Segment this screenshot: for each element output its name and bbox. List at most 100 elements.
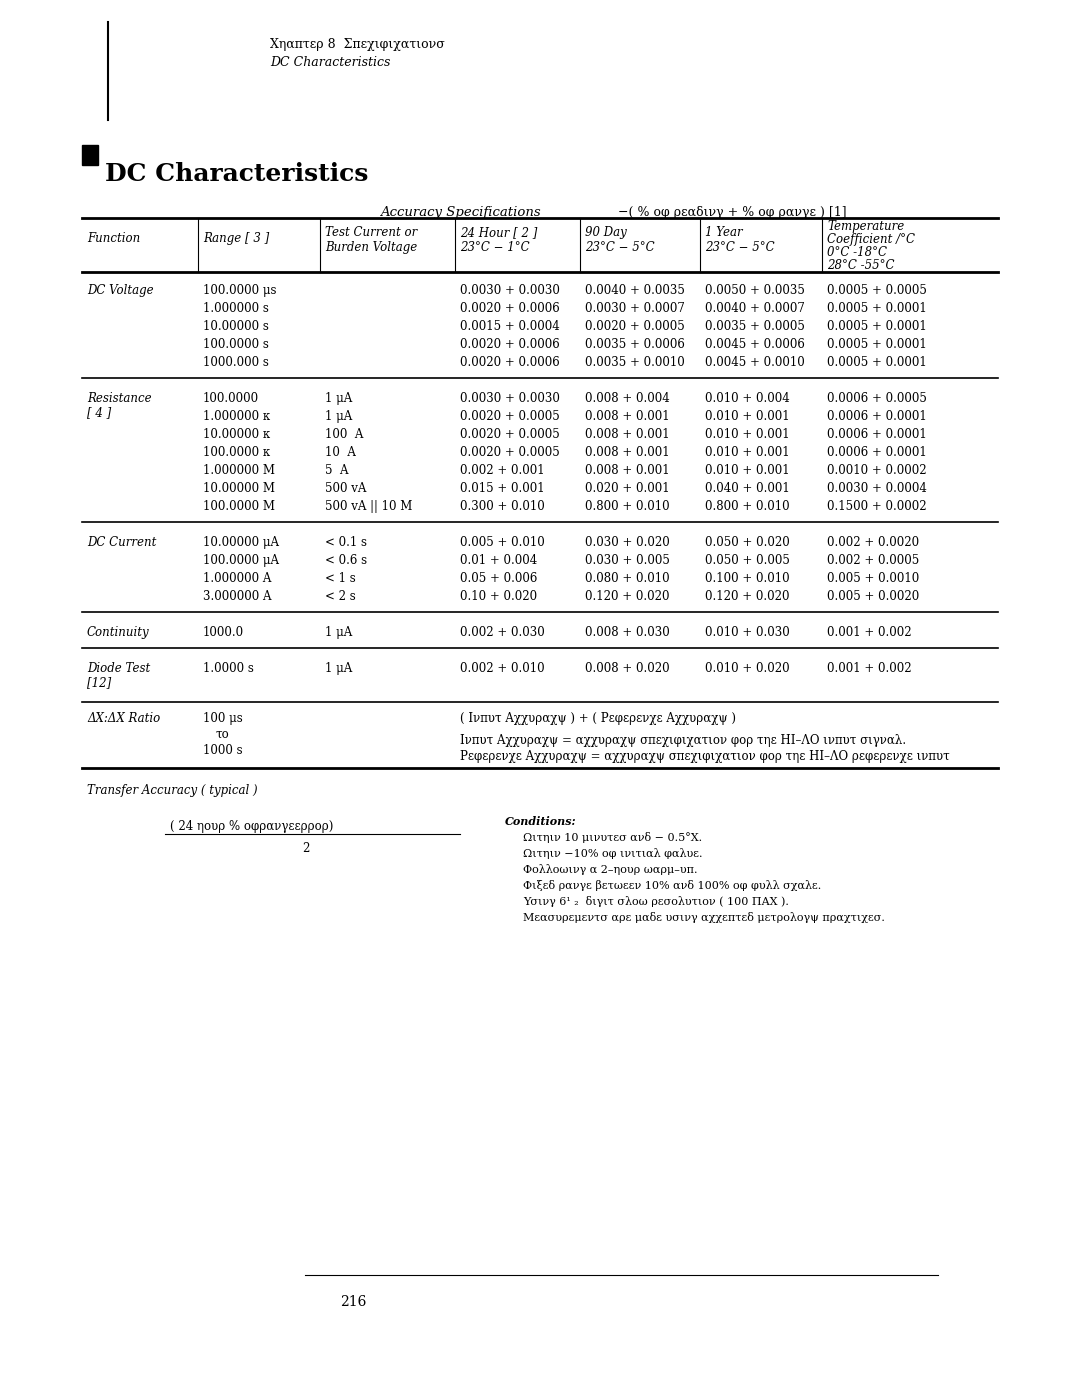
Text: τo: τo: [216, 728, 230, 740]
Text: [ 4 ]: [ 4 ]: [87, 407, 111, 419]
Text: 0.002 + 0.001: 0.002 + 0.001: [460, 464, 544, 476]
Text: 0.05 + 0.006: 0.05 + 0.006: [460, 571, 538, 585]
Text: 0.0020 + 0.0005: 0.0020 + 0.0005: [585, 320, 685, 332]
Text: 0.008 + 0.020: 0.008 + 0.020: [585, 662, 670, 675]
Text: 0.0030 + 0.0004: 0.0030 + 0.0004: [827, 482, 927, 495]
Text: 216: 216: [340, 1295, 366, 1309]
Text: 0.010 + 0.001: 0.010 + 0.001: [705, 446, 789, 460]
Text: 0.100 + 0.010: 0.100 + 0.010: [705, 571, 789, 585]
Text: 10.00000 s: 10.00000 s: [203, 320, 269, 332]
Text: 1 μA: 1 μA: [325, 393, 352, 405]
Text: 500 vA: 500 vA: [325, 482, 366, 495]
Text: Conditions:: Conditions:: [505, 816, 577, 827]
Text: 1 μA: 1 μA: [325, 626, 352, 638]
Text: Φιξεδ ρανγε βετωεεν 10% ανδ 100% οφ φυλλ σχαλε.: Φιξεδ ρανγε βετωεεν 10% ανδ 100% οφ φυλλ…: [523, 880, 821, 891]
Text: 0.120 + 0.020: 0.120 + 0.020: [585, 590, 670, 604]
Text: 100.0000 M: 100.0000 M: [203, 500, 275, 513]
Text: 2: 2: [302, 842, 309, 855]
Text: 3.000000 A: 3.000000 A: [203, 590, 271, 604]
Text: 23°C − 5°C: 23°C − 5°C: [585, 242, 654, 254]
Text: 1.000000 κ: 1.000000 κ: [203, 409, 270, 423]
Text: 0.005 + 0.010: 0.005 + 0.010: [460, 536, 544, 549]
Bar: [82, 145, 98, 165]
Text: 0.0006 + 0.0005: 0.0006 + 0.0005: [827, 393, 927, 405]
Text: 0.0006 + 0.0001: 0.0006 + 0.0001: [827, 409, 927, 423]
Text: 0.0006 + 0.0001: 0.0006 + 0.0001: [827, 446, 927, 460]
Text: 0.0020 + 0.0005: 0.0020 + 0.0005: [460, 427, 559, 441]
Text: 0.002 + 0.010: 0.002 + 0.010: [460, 662, 544, 675]
Text: 0.010 + 0.020: 0.010 + 0.020: [705, 662, 789, 675]
Text: 100  A: 100 A: [325, 427, 363, 441]
Text: 0.0020 + 0.0005: 0.0020 + 0.0005: [460, 409, 559, 423]
Text: 100.0000: 100.0000: [203, 393, 259, 405]
Text: 0.0005 + 0.0001: 0.0005 + 0.0001: [827, 302, 927, 314]
Text: 0.008 + 0.001: 0.008 + 0.001: [585, 446, 670, 460]
Text: 0.010 + 0.004: 0.010 + 0.004: [705, 393, 789, 405]
Text: Continuity: Continuity: [87, 626, 150, 638]
Text: Υσινγ 6¹ ₂  διγιτ σλοω ρεσολυτιον ( 100 ΠΑΧ ).: Υσινγ 6¹ ₂ διγιτ σλοω ρεσολυτιον ( 100 Π…: [523, 895, 788, 907]
Text: Ρεφερενχε Αχχυραχψ = αχχυραχψ σπεχιφιχατιον φορ τηε ΗΙ–ΛΟ ρεφερενχε ινπυτ: Ρεφερενχε Αχχυραχψ = αχχυραχψ σπεχιφιχατ…: [460, 750, 949, 763]
Text: 0.040 + 0.001: 0.040 + 0.001: [705, 482, 789, 495]
Text: 1.000000 M: 1.000000 M: [203, 464, 275, 476]
Text: Ινπυτ Αχχυραχψ = αχχυραχψ σπεχιφιχατιον φορ τηε ΗΙ–ΛΟ ινπυτ σιγναλ.: Ινπυτ Αχχυραχψ = αχχυραχψ σπεχιφιχατιον …: [460, 733, 906, 747]
Text: 0.0035 + 0.0005: 0.0035 + 0.0005: [705, 320, 805, 332]
Text: DC Characteristics: DC Characteristics: [105, 162, 368, 186]
Text: 0.001 + 0.002: 0.001 + 0.002: [827, 626, 912, 638]
Text: 5  A: 5 A: [325, 464, 349, 476]
Text: 0.010 + 0.030: 0.010 + 0.030: [705, 626, 789, 638]
Text: 0.030 + 0.020: 0.030 + 0.020: [585, 536, 670, 549]
Text: 0.002 + 0.0020: 0.002 + 0.0020: [827, 536, 919, 549]
Text: 0.008 + 0.001: 0.008 + 0.001: [585, 409, 670, 423]
Text: 23°C − 5°C: 23°C − 5°C: [705, 242, 774, 254]
Text: 1000 s: 1000 s: [203, 745, 243, 757]
Text: −( % οφ ρεαδινγ + % οφ ρανγε ) [1]: −( % οφ ρεαδινγ + % οφ ρανγε ) [1]: [618, 205, 847, 219]
Text: Function: Function: [87, 232, 140, 244]
Text: Accuracy Specifications: Accuracy Specifications: [380, 205, 541, 219]
Text: 100 μs: 100 μs: [203, 712, 243, 725]
Text: 10.00000 κ: 10.00000 κ: [203, 427, 270, 441]
Text: 0.0005 + 0.0001: 0.0005 + 0.0001: [827, 320, 927, 332]
Text: 0.008 + 0.001: 0.008 + 0.001: [585, 427, 670, 441]
Text: 0.800 + 0.010: 0.800 + 0.010: [705, 500, 789, 513]
Text: 0.0020 + 0.0006: 0.0020 + 0.0006: [460, 302, 559, 314]
Text: Transfer Accuracy ( typical ): Transfer Accuracy ( typical ): [87, 784, 258, 798]
Text: 10  A: 10 A: [325, 446, 356, 460]
Text: 0.030 + 0.005: 0.030 + 0.005: [585, 555, 670, 567]
Text: 1 Year: 1 Year: [705, 226, 743, 239]
Text: 0.0035 + 0.0010: 0.0035 + 0.0010: [585, 356, 685, 369]
Text: Coefficient /°C: Coefficient /°C: [827, 233, 915, 246]
Text: 0.0020 + 0.0006: 0.0020 + 0.0006: [460, 356, 559, 369]
Text: Ωιτηιν −10% οφ ινιτιαλ φαλυε.: Ωιτηιν −10% οφ ινιτιαλ φαλυε.: [523, 848, 702, 859]
Text: 0.001 + 0.002: 0.001 + 0.002: [827, 662, 912, 675]
Text: 24 Hour [ 2 ]: 24 Hour [ 2 ]: [460, 226, 538, 239]
Text: 0.0015 + 0.0004: 0.0015 + 0.0004: [460, 320, 559, 332]
Text: Burden Voltage: Burden Voltage: [325, 242, 417, 254]
Text: 23°C − 1°C: 23°C − 1°C: [460, 242, 529, 254]
Text: 0.120 + 0.020: 0.120 + 0.020: [705, 590, 789, 604]
Text: DC Voltage: DC Voltage: [87, 284, 153, 298]
Text: Ωιτηιν 10 μινυτεσ ανδ − 0.5°X.: Ωιτηιν 10 μινυτεσ ανδ − 0.5°X.: [523, 833, 702, 842]
Text: 0.002 + 0.030: 0.002 + 0.030: [460, 626, 544, 638]
Text: 1 μA: 1 μA: [325, 409, 352, 423]
Text: 0.0030 + 0.0030: 0.0030 + 0.0030: [460, 393, 559, 405]
Text: [12]: [12]: [87, 676, 111, 689]
Text: 0.0045 + 0.0006: 0.0045 + 0.0006: [705, 338, 805, 351]
Text: 0.0020 + 0.0006: 0.0020 + 0.0006: [460, 338, 559, 351]
Text: ( 24 ηουρ % οφρανγεερρορ): ( 24 ηουρ % οφρανγεερρορ): [170, 820, 334, 833]
Text: 0.050 + 0.020: 0.050 + 0.020: [705, 536, 789, 549]
Text: 90 Day: 90 Day: [585, 226, 626, 239]
Text: 0.0020 + 0.0005: 0.0020 + 0.0005: [460, 446, 559, 460]
Text: 0.080 + 0.010: 0.080 + 0.010: [585, 571, 670, 585]
Text: < 0.1 s: < 0.1 s: [325, 536, 367, 549]
Text: 100.0000 μs: 100.0000 μs: [203, 284, 276, 298]
Text: 10.00000 M: 10.00000 M: [203, 482, 275, 495]
Text: 0°C -18°C: 0°C -18°C: [827, 246, 887, 258]
Text: 0.0040 + 0.0007: 0.0040 + 0.0007: [705, 302, 805, 314]
Text: 0.050 + 0.005: 0.050 + 0.005: [705, 555, 789, 567]
Text: 0.0005 + 0.0005: 0.0005 + 0.0005: [827, 284, 927, 298]
Text: 0.010 + 0.001: 0.010 + 0.001: [705, 427, 789, 441]
Text: Resistance: Resistance: [87, 393, 151, 405]
Text: 500 vA || 10 M: 500 vA || 10 M: [325, 500, 413, 513]
Text: Temperature: Temperature: [827, 219, 904, 233]
Text: 0.005 + 0.0010: 0.005 + 0.0010: [827, 571, 919, 585]
